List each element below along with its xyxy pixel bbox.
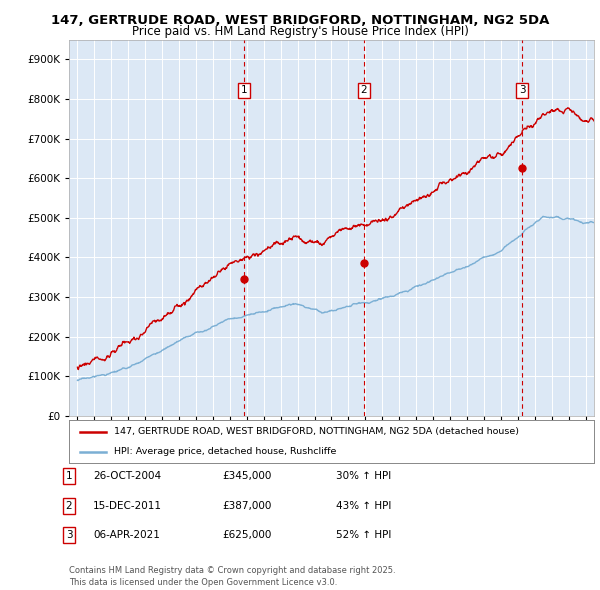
Text: 15-DEC-2011: 15-DEC-2011 (93, 501, 162, 510)
Text: 52% ↑ HPI: 52% ↑ HPI (336, 530, 391, 540)
Text: £345,000: £345,000 (222, 471, 271, 481)
Text: 43% ↑ HPI: 43% ↑ HPI (336, 501, 391, 510)
Text: Price paid vs. HM Land Registry's House Price Index (HPI): Price paid vs. HM Land Registry's House … (131, 25, 469, 38)
Text: 1: 1 (241, 86, 247, 96)
Text: £387,000: £387,000 (222, 501, 271, 510)
Text: HPI: Average price, detached house, Rushcliffe: HPI: Average price, detached house, Rush… (113, 447, 336, 456)
Text: 147, GERTRUDE ROAD, WEST BRIDGFORD, NOTTINGHAM, NG2 5DA (detached house): 147, GERTRUDE ROAD, WEST BRIDGFORD, NOTT… (113, 427, 518, 436)
Text: 1: 1 (65, 471, 73, 481)
Text: £625,000: £625,000 (222, 530, 271, 540)
Text: 06-APR-2021: 06-APR-2021 (93, 530, 160, 540)
Text: 30% ↑ HPI: 30% ↑ HPI (336, 471, 391, 481)
Text: 147, GERTRUDE ROAD, WEST BRIDGFORD, NOTTINGHAM, NG2 5DA: 147, GERTRUDE ROAD, WEST BRIDGFORD, NOTT… (51, 14, 549, 27)
Text: 2: 2 (65, 501, 73, 510)
Text: 2: 2 (361, 86, 367, 96)
Text: 3: 3 (519, 86, 526, 96)
Text: Contains HM Land Registry data © Crown copyright and database right 2025.
This d: Contains HM Land Registry data © Crown c… (69, 566, 395, 587)
Text: 3: 3 (65, 530, 73, 540)
Text: 26-OCT-2004: 26-OCT-2004 (93, 471, 161, 481)
